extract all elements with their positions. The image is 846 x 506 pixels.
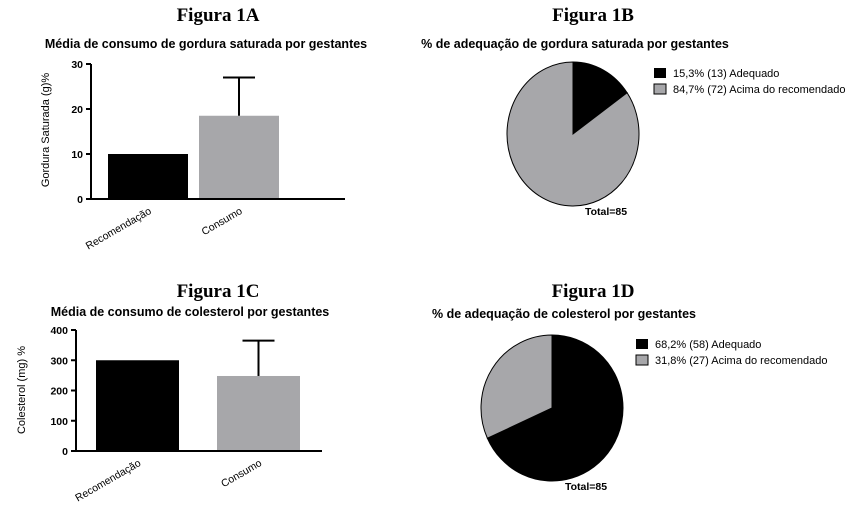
figure-1d-total: Total=85 [565, 481, 607, 493]
figure-1b-total: Total=85 [585, 206, 627, 218]
figure-1c-ylabel: Colesterol (mg) % [16, 346, 28, 434]
figure-1d-title: % de adequação de colesterol por gestant… [432, 307, 696, 321]
figure-1c-y-tick-label: 200 [50, 386, 68, 398]
figure-1a-y-tick-label: 20 [71, 104, 83, 116]
figure-1a-bar-recomendacao [108, 154, 188, 199]
figure-1b-legend-acima: 84,7% (72) Acima do recomendado [673, 84, 845, 96]
figure-1b-legend-adequado: 15,3% (13) Adequado [673, 68, 779, 80]
figure-1a-ylabel: Gordura Saturada (g)% [40, 73, 52, 188]
figure-1a-y-tick-label: 10 [71, 149, 83, 161]
figure-1a-category-label: Consumo [200, 205, 245, 238]
figure-1d-pie [480, 334, 624, 482]
figure-1d-heading: Figura 1D [552, 281, 635, 302]
figure-1a: Figura 1A Média de consumo de gordura sa… [40, 5, 367, 252]
figure-1c-plot: Recomendação Consumo 0 100 200 300 400 [50, 325, 322, 504]
figure-1c-category-label: Recomendação [73, 457, 143, 504]
figure-1c-bar-consumo [217, 375, 300, 451]
figure-1a-heading: Figura 1A [177, 5, 260, 26]
figure-1a-category-label: Recomendação [84, 205, 154, 252]
figure-1c-title: Média de consumo de colesterol por gesta… [51, 305, 330, 319]
figure-1d-slice-adequado [486, 334, 624, 482]
figure-1c-y-tick-label: 0 [62, 446, 68, 458]
figure-1b: Figura 1B % de adequação de gordura satu… [421, 5, 845, 218]
figure-1b-pie [506, 61, 640, 207]
figure-1c-y-tick-label: 100 [50, 416, 68, 428]
figure-1d-legend-acima: 31,8% (27) Acima do recomendado [655, 355, 827, 367]
figure-1a-y-tick-label: 30 [71, 59, 83, 71]
figure-1a-title: Média de consumo de gordura saturada por… [45, 37, 367, 51]
figure-1c-category-label: Consumo [219, 457, 264, 490]
figure-1c-bar-recomendacao [96, 360, 179, 451]
figure-1b-title: % de adequação de gordura saturada por g… [421, 37, 729, 51]
figure-1c-heading: Figura 1C [177, 281, 260, 302]
figure-1b-heading: Figura 1B [552, 5, 634, 26]
figure-1a-bar-consumo [199, 115, 279, 199]
figure-1d: Figura 1D % de adequação de colesterol p… [432, 281, 827, 493]
figure-1d-slice-acima [480, 334, 553, 439]
figure-1b-slice-adequado [572, 61, 628, 136]
figure-1d-legend-adequado: 68,2% (58) Adequado [655, 339, 761, 351]
figure-1c: Figura 1C Média de consumo de colesterol… [16, 281, 329, 504]
figure-1d-legend-swatch-acima [635, 354, 649, 366]
figure-1a-y-tick-label: 0 [77, 194, 83, 206]
figure-1c-y-tick-label: 400 [50, 325, 68, 337]
figure-1a-plot: Recomendação Consumo 0 10 20 30 [71, 59, 345, 252]
figure-1b-legend-swatch-acima [653, 83, 667, 95]
figure-1d-legend-swatch-adequado [636, 339, 648, 349]
figure-1c-y-tick-label: 300 [50, 355, 68, 367]
figure-1b-legend-swatch-adequado [654, 68, 666, 78]
figure-1b-slice-acima [506, 61, 640, 207]
